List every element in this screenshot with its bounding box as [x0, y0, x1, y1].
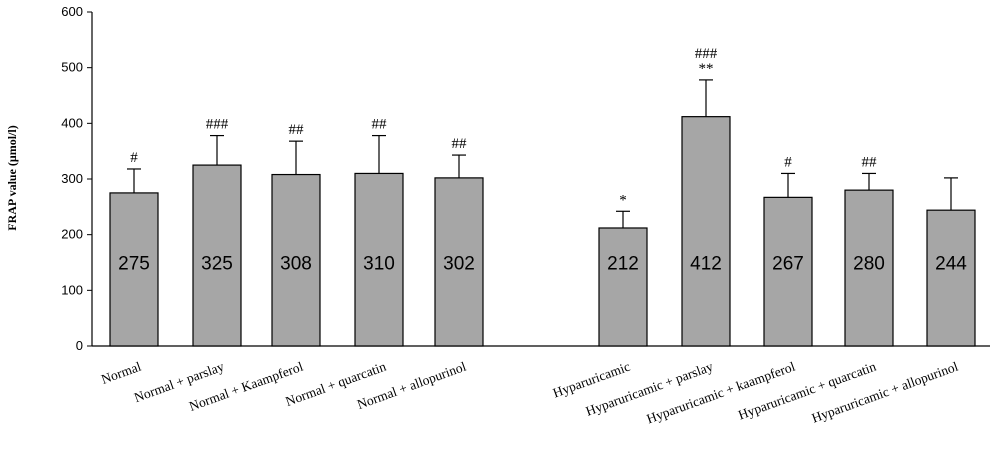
- data-label: 267: [772, 254, 804, 275]
- data-label: 310: [363, 254, 395, 275]
- data-label: 325: [201, 254, 233, 275]
- significance-label: #: [130, 150, 138, 166]
- significance-label: ##: [372, 117, 388, 133]
- category-label: Hyparuricamic + allopurinol: [810, 359, 961, 426]
- category-label: Hyparuricamic + quarcatin: [736, 359, 878, 423]
- bar: [926, 209, 976, 347]
- bar: [598, 227, 648, 347]
- bar: [192, 164, 242, 347]
- bar: [271, 173, 321, 347]
- significance-label: ##: [452, 136, 468, 152]
- data-label: 212: [607, 254, 639, 275]
- significance-label: ##: [862, 154, 878, 170]
- bar: [434, 177, 484, 347]
- y-tick-label: 100: [61, 282, 83, 297]
- category-label: Hyparuricamic + kaampferol: [645, 359, 798, 427]
- significance-label: #: [784, 154, 792, 170]
- bar: [844, 189, 894, 347]
- bar: [681, 116, 731, 347]
- y-axis-title: FRAP value (μmol/l): [5, 125, 19, 230]
- data-label: 412: [690, 254, 722, 275]
- data-label: 275: [118, 254, 150, 275]
- bar: [354, 172, 404, 347]
- y-tick-label: 600: [61, 4, 83, 19]
- y-tick-label: 0: [76, 338, 83, 353]
- data-label: 244: [935, 254, 967, 275]
- bar: [109, 192, 159, 347]
- category-label: Normal: [99, 359, 143, 387]
- data-label: 280: [853, 254, 885, 275]
- y-tick-label: 400: [61, 115, 83, 130]
- y-tick-label: 200: [61, 227, 83, 242]
- significance-label: ###: [206, 117, 229, 133]
- data-label: 302: [443, 254, 475, 275]
- significance-label: *: [619, 192, 627, 208]
- significance-label: **: [699, 61, 714, 77]
- y-tick-label: 300: [61, 171, 83, 186]
- significance-label: ###: [695, 46, 718, 62]
- y-tick-label: 500: [61, 60, 83, 75]
- bar: [763, 196, 813, 347]
- significance-label: ##: [289, 122, 305, 138]
- data-label: 308: [280, 254, 312, 275]
